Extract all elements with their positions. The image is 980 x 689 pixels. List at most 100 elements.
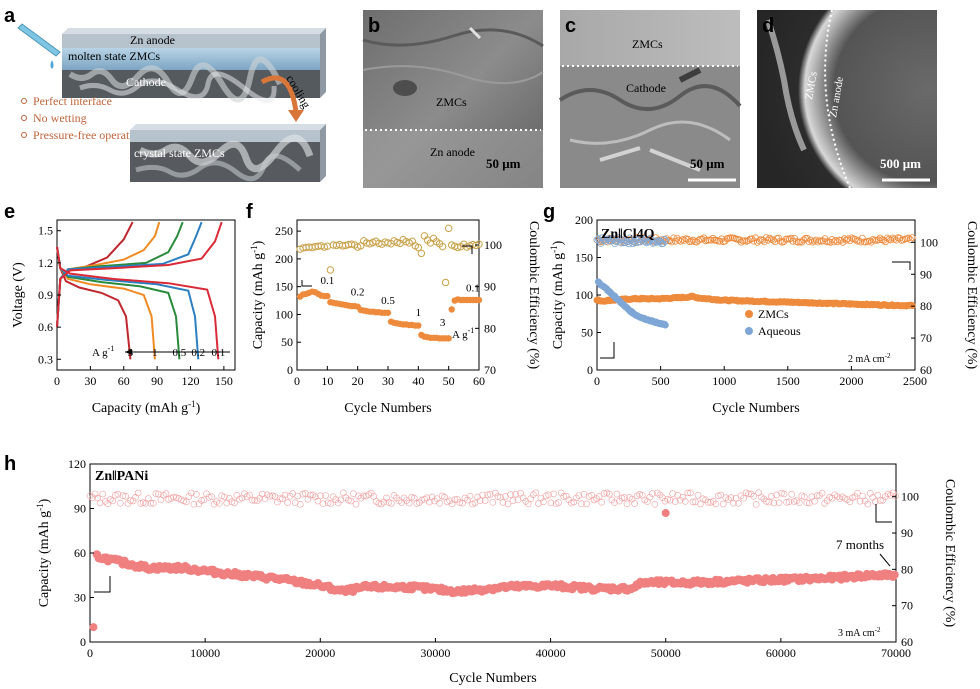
efficiency-point bbox=[185, 493, 193, 500]
efficiency-point bbox=[284, 499, 291, 506]
efficiency-point bbox=[109, 497, 117, 505]
efficiency-point bbox=[709, 497, 717, 505]
y-tick-label: 120 bbox=[68, 457, 86, 471]
label-molten-zmcs: molten state ZMCs bbox=[68, 49, 160, 63]
y-tick-label: 60 bbox=[74, 546, 86, 560]
e-rate-labels: 3 1 0.5 0.2 0.1 bbox=[128, 347, 226, 359]
y-tick-label: 80 bbox=[920, 299, 932, 313]
efficiency-point bbox=[428, 493, 436, 501]
efficiency-point bbox=[707, 236, 715, 244]
feature-1: Perfect interface bbox=[33, 94, 112, 108]
x-tick-label: 60 bbox=[473, 374, 485, 388]
x-tick-label: 50 bbox=[443, 374, 455, 388]
efficiency-point bbox=[855, 237, 863, 245]
efficiency-point bbox=[689, 236, 697, 244]
efficiency-point bbox=[737, 492, 745, 500]
efficiency-point bbox=[99, 490, 106, 498]
efficiency-point bbox=[833, 493, 841, 501]
f-rate-labels: 0.1 0.2 0.5 1 3 0.1 bbox=[320, 275, 479, 329]
x-tick-label: 10000 bbox=[190, 646, 220, 660]
efficiency-point bbox=[89, 494, 96, 501]
h-xticks: 0 10000 20000 30000 40000 50000 60000 70000 bbox=[87, 638, 911, 660]
efficiency-point bbox=[755, 489, 763, 497]
efficiency-point bbox=[905, 234, 912, 242]
panel-label-d: d bbox=[762, 15, 774, 37]
efficiency-point bbox=[117, 499, 124, 507]
efficiency-point bbox=[475, 240, 483, 248]
y-tick-label: 0 bbox=[287, 363, 293, 377]
efficiency-point bbox=[562, 492, 570, 500]
efficiency-point bbox=[456, 499, 464, 506]
efficiency-point bbox=[183, 498, 190, 506]
efficiency-point bbox=[687, 489, 694, 497]
efficiency-point bbox=[689, 498, 697, 506]
efficiency-point bbox=[740, 494, 747, 502]
xlabel-e: Capacity (mAh g-1) bbox=[92, 399, 201, 416]
efficiency-point bbox=[342, 494, 350, 501]
efficiency-point bbox=[203, 490, 210, 498]
efficiency-point bbox=[170, 493, 177, 501]
efficiency-point bbox=[279, 495, 286, 502]
efficiency-point bbox=[613, 490, 621, 498]
efficiency-point bbox=[788, 490, 796, 498]
efficiency-point bbox=[892, 236, 900, 244]
efficiency-outlier-point bbox=[661, 509, 670, 518]
efficiency-point bbox=[157, 496, 165, 504]
x-tick-label: 20 bbox=[352, 374, 364, 388]
efficiency-point bbox=[752, 500, 760, 508]
efficiency-point bbox=[269, 492, 276, 500]
rate-unit-e: A g-1 bbox=[92, 344, 114, 359]
efficiency-point bbox=[555, 499, 562, 506]
y-tick-label: 0 bbox=[80, 635, 86, 649]
x-tick-label: 30 bbox=[382, 374, 394, 388]
efficiency-point bbox=[377, 500, 385, 508]
efficiency-point bbox=[324, 499, 332, 507]
y-tick-label: 90 bbox=[74, 502, 86, 516]
h-points-group bbox=[86, 489, 899, 632]
efficiency-point bbox=[735, 499, 742, 507]
title-h: Zn‖PANi bbox=[95, 469, 148, 484]
efficiency-point bbox=[461, 494, 469, 502]
plot-frame-h bbox=[89, 463, 897, 643]
efficiency-point bbox=[671, 498, 679, 505]
efficiency-point bbox=[119, 492, 127, 500]
y-tick-label: 70 bbox=[901, 599, 913, 613]
efficiency-point bbox=[486, 491, 494, 498]
efficiency-point bbox=[355, 492, 362, 500]
efficiency-point bbox=[334, 499, 342, 507]
efficiency-point bbox=[233, 491, 241, 499]
efficiency-point bbox=[892, 492, 899, 500]
efficiency-point bbox=[737, 238, 745, 246]
efficiency-point bbox=[101, 498, 109, 505]
efficiency-point bbox=[896, 234, 904, 242]
arrow-head-icon bbox=[125, 349, 132, 355]
ylabel-right-h: Coulombic Efficiency (%) bbox=[942, 479, 957, 628]
chart-e-voltage-profiles: e 0 30 60 90 120 150 0.3 0.6 0.9 1.2 1.5 A g-1 3 1… bbox=[4, 201, 236, 416]
rate-unit-f: A g-1 bbox=[452, 326, 474, 341]
efficiency-point bbox=[388, 500, 395, 507]
capacity-point bbox=[89, 623, 98, 632]
xlabel-f: Cycle Numbers bbox=[344, 401, 431, 416]
voltage-curve-charge bbox=[56, 221, 223, 328]
efficiency-point bbox=[764, 236, 772, 244]
efficiency-point bbox=[322, 492, 329, 499]
top-cell-stack: Zn anode molten state ZMCs Cathode bbox=[62, 28, 326, 103]
efficiency-point bbox=[750, 237, 758, 245]
g-points-group bbox=[593, 234, 916, 329]
f-xticks: 0 10 20 30 40 50 60 bbox=[294, 366, 485, 388]
rate-label: 0.1 bbox=[320, 275, 334, 287]
efficiency-point bbox=[441, 278, 450, 287]
efficiency-point bbox=[659, 494, 666, 502]
efficiency-point bbox=[522, 498, 530, 505]
efficiency-point bbox=[818, 489, 826, 497]
feature-3: Pressure-free operation bbox=[33, 128, 145, 142]
x-tick-label: 30 bbox=[84, 374, 96, 388]
f-yticks: 0 50 100 150 200 250 bbox=[275, 224, 301, 377]
y-tick-label: 100 bbox=[575, 288, 593, 302]
efficiency-point bbox=[476, 497, 484, 505]
h-yticks-right: 60 70 80 90 100 bbox=[892, 490, 919, 649]
efficiency-point bbox=[664, 237, 672, 245]
efficiency-point bbox=[383, 494, 390, 502]
label-cathode-c: Cathode bbox=[626, 81, 666, 95]
